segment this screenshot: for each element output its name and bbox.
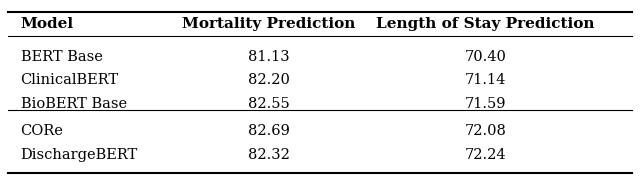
Text: ClinicalBERT: ClinicalBERT bbox=[20, 73, 118, 87]
Text: 82.32: 82.32 bbox=[248, 148, 290, 162]
Text: DischargeBERT: DischargeBERT bbox=[20, 148, 138, 162]
Text: Model: Model bbox=[20, 17, 74, 31]
Text: 82.20: 82.20 bbox=[248, 73, 290, 87]
Text: 82.55: 82.55 bbox=[248, 97, 290, 111]
Text: 71.14: 71.14 bbox=[465, 73, 506, 87]
Text: 72.24: 72.24 bbox=[465, 148, 506, 162]
Text: Length of Stay Prediction: Length of Stay Prediction bbox=[376, 17, 595, 31]
Text: Mortality Prediction: Mortality Prediction bbox=[182, 17, 356, 31]
Text: BioBERT Base: BioBERT Base bbox=[20, 97, 127, 111]
Text: 71.59: 71.59 bbox=[465, 97, 506, 111]
Text: CORe: CORe bbox=[20, 124, 63, 138]
Text: 70.40: 70.40 bbox=[465, 50, 507, 64]
Text: BERT Base: BERT Base bbox=[20, 50, 102, 64]
Text: 82.69: 82.69 bbox=[248, 124, 290, 138]
Text: 81.13: 81.13 bbox=[248, 50, 290, 64]
Text: 72.08: 72.08 bbox=[465, 124, 507, 138]
